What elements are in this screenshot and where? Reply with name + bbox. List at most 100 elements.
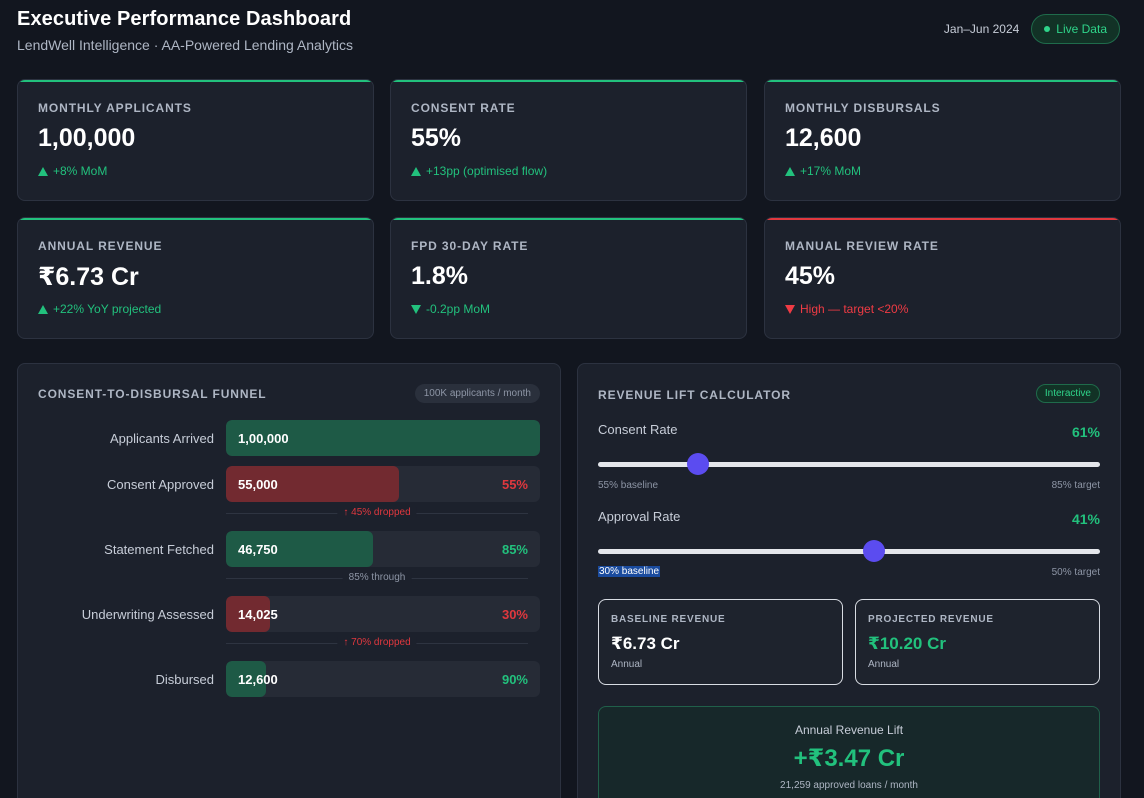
interactive-chip: Interactive <box>1035 384 1100 403</box>
revenue-lift-title: Annual Revenue Lift <box>794 723 904 737</box>
projected-revenue-card: PROJECTED REVENUE ₹10.20 Cr Annual <box>855 599 1100 685</box>
funnel-note-text: ↑ 70% dropped <box>337 637 417 648</box>
approval-min-caption: 30% baseline <box>598 566 661 577</box>
live-dot-icon <box>1044 26 1051 32</box>
consent-max-caption: 85% target <box>1051 480 1100 491</box>
calculator-title: REVENUE LIFT CALCULATOR <box>598 388 791 402</box>
funnel-stage-consent: Consent Approved 55,000 55% <box>38 466 540 502</box>
revenue-lift-card: Annual Revenue Lift +₹3.47 Cr 21,259 app… <box>598 706 1100 798</box>
kpi-change-text: +13pp (optimised flow) <box>426 164 548 178</box>
funnel-stage-label: Statement Fetched <box>104 542 214 557</box>
funnel-applicants-chip: 100K applicants / month <box>414 384 540 403</box>
kpi-change: +22% YoY projected <box>38 302 161 316</box>
funnel-stage-value: 12,600 <box>238 672 278 687</box>
kpi-value: ₹6.73 Cr <box>38 263 139 291</box>
funnel-note-text: ↑ 45% dropped <box>337 507 417 518</box>
kpi-card-monthly-applicants: MONTHLY APPLICANTS 1,00,000 +8% MoM <box>17 79 374 201</box>
kpi-accent-bar <box>765 218 1120 220</box>
live-data-badge[interactable]: Live Data <box>1031 14 1120 44</box>
trend-up-icon <box>411 166 421 176</box>
kpi-label: MONTHLY APPLICANTS <box>38 101 192 115</box>
funnel-track: 55,000 55% <box>226 466 540 502</box>
revenue-calculator-panel: REVENUE LIFT CALCULATOR Interactive Cons… <box>577 363 1121 798</box>
kpi-change-text: +17% MoM <box>800 164 862 178</box>
funnel-bar <box>226 531 373 567</box>
kpi-accent-bar <box>18 80 373 82</box>
kpi-change: +8% MoM <box>38 164 107 178</box>
kpi-change-text: +22% YoY projected <box>53 302 162 316</box>
funnel-stage-label: Disbursed <box>155 672 214 687</box>
dashboard-header: Executive Performance Dashboard LendWell… <box>17 8 1120 58</box>
kpi-change-text: -0.2pp MoM <box>426 302 491 316</box>
baseline-revenue-sub: Annual <box>611 659 643 670</box>
kpi-change: +13pp (optimised flow) <box>411 164 547 178</box>
revenue-lift-sub: 21,259 approved loans / month <box>780 780 918 791</box>
funnel-stage-underwriting: Underwriting Assessed 14,025 30% <box>38 596 540 632</box>
kpi-accent-bar <box>18 218 373 220</box>
kpi-value: 1,00,000 <box>38 124 136 152</box>
kpi-value: 12,600 <box>785 124 862 152</box>
funnel-track: 14,025 30% <box>226 596 540 632</box>
funnel-stage-pct: 55% <box>501 477 528 492</box>
kpi-label: ANNUAL REVENUE <box>38 239 163 253</box>
kpi-card-manual-review-rate: MANUAL REVIEW RATE 45% High — target <20… <box>764 217 1121 339</box>
kpi-label: FPD 30-DAY RATE <box>411 239 529 253</box>
page-title: Executive Performance Dashboard <box>17 8 352 30</box>
funnel-bar <box>226 420 540 456</box>
funnel-bar <box>226 466 399 502</box>
funnel-stage-value: 46,750 <box>238 542 278 557</box>
funnel-drop-note: ↑ 70% dropped <box>226 637 528 649</box>
baseline-revenue-value: ₹6.73 Cr <box>611 634 680 653</box>
kpi-value: 45% <box>785 262 836 290</box>
consent-slider-thumb[interactable] <box>687 453 710 475</box>
funnel-track: 1,00,000 <box>226 420 540 456</box>
trend-up-icon <box>38 166 48 176</box>
kpi-change: +17% MoM <box>785 164 861 178</box>
trend-down-icon <box>785 304 795 314</box>
projected-revenue-value: ₹10.20 Cr <box>868 634 946 653</box>
kpi-value: 55% <box>411 124 462 152</box>
kpi-change: -0.2pp MoM <box>411 302 490 316</box>
kpi-card-annual-revenue: ANNUAL REVENUE ₹6.73 Cr +22% YoY project… <box>17 217 374 339</box>
date-range: Jan–Jun 2024 <box>943 22 1020 36</box>
funnel-stage-pct: 30% <box>501 607 528 622</box>
kpi-change-text: +8% MoM <box>53 164 108 178</box>
funnel-bar <box>226 596 271 632</box>
funnel-stage-value: 55,000 <box>238 477 278 492</box>
revenue-lift-value: +₹3.47 Cr <box>793 745 905 772</box>
kpi-card-monthly-disbursals: MONTHLY DISBURSALS 12,600 +17% MoM <box>764 79 1121 201</box>
funnel-stage-label: Applicants Arrived <box>109 431 214 446</box>
funnel-panel: CONSENT-TO-DISBURSAL FUNNEL 100K applica… <box>17 363 561 798</box>
header-meta: Jan–Jun 2024 Live Data <box>944 14 1120 44</box>
baseline-revenue-label: BASELINE REVENUE <box>611 614 726 625</box>
funnel-stage-disbursed: Disbursed 12,600 90% <box>38 661 540 697</box>
kpi-label: CONSENT RATE <box>411 101 516 115</box>
kpi-change-text: High — target <20% <box>800 302 909 316</box>
funnel-bar <box>226 661 266 697</box>
kpi-card-consent-rate: CONSENT RATE 55% +13pp (optimised flow) <box>390 79 747 201</box>
approval-rate-value: 41% <box>1071 511 1100 527</box>
approval-rate-slider[interactable] <box>598 540 1100 562</box>
funnel-stage-statement: Statement Fetched 46,750 85% <box>38 531 540 567</box>
kpi-label: MANUAL REVIEW RATE <box>785 239 939 253</box>
funnel-track: 12,600 90% <box>226 661 540 697</box>
funnel-stage-applicants: Applicants Arrived 1,00,000 <box>38 420 540 456</box>
live-data-label: Live Data <box>1056 22 1107 36</box>
kpi-accent-bar <box>391 80 746 82</box>
projected-revenue-label: PROJECTED REVENUE <box>868 614 994 625</box>
funnel-note-text: 85% through <box>342 572 412 583</box>
kpi-accent-bar <box>391 218 746 220</box>
kpi-label: MONTHLY DISBURSALS <box>785 101 941 115</box>
projected-revenue-sub: Annual <box>868 659 900 670</box>
baseline-revenue-card: BASELINE REVENUE ₹6.73 Cr Annual <box>598 599 843 685</box>
funnel-stage-pct: 90% <box>501 672 528 687</box>
trend-up-icon <box>785 166 795 176</box>
trend-down-icon <box>411 304 421 314</box>
page-subtitle: LendWell Intelligence · AA-Powered Lendi… <box>17 37 353 53</box>
kpi-change: High — target <20% <box>785 302 908 316</box>
consent-rate-value: 61% <box>1071 424 1100 440</box>
funnel-stage-label: Consent Approved <box>107 477 214 492</box>
approval-slider-thumb[interactable] <box>863 540 886 562</box>
kpi-value: 1.8% <box>411 262 468 290</box>
consent-rate-slider[interactable] <box>598 453 1100 475</box>
